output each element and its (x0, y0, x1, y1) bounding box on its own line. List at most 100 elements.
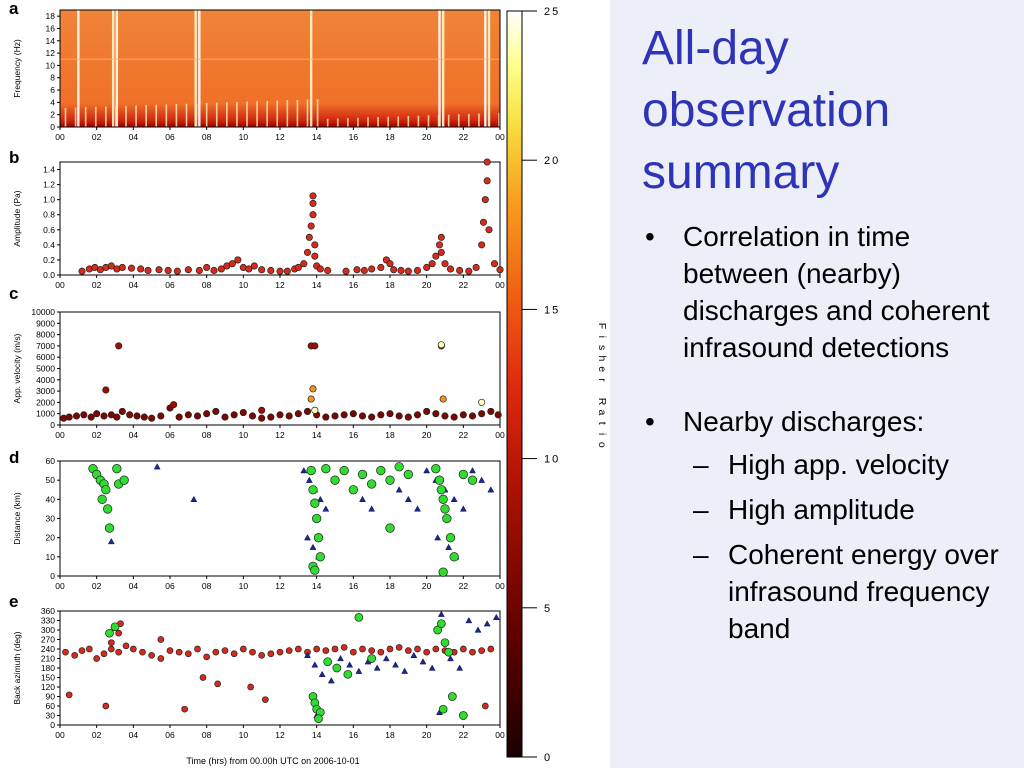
nearby-discharge-point (103, 504, 113, 514)
velocity-point (478, 410, 486, 418)
y-tick-label: 10 (46, 60, 56, 70)
x-tick-label: 04 (129, 280, 139, 290)
azimuth-detection-point (93, 655, 101, 662)
y-tick-label: 7000 (36, 341, 55, 351)
spectrogram-bright-column (487, 10, 491, 127)
panel-letter-d: d (9, 448, 19, 467)
azimuth-panel: 00 02 04 06 08 10 12 14 16 18 20 22 0003060901201501… (12, 606, 505, 740)
velocity-point (340, 411, 348, 419)
amplitude-point (144, 266, 152, 275)
colorbar-label-char: e (596, 366, 608, 372)
y-tick-label: 5000 (36, 364, 55, 374)
azimuth-detection-point (404, 647, 412, 654)
y-tick-label: 9000 (36, 318, 55, 328)
discharge-triangle (404, 495, 412, 502)
plot-frame (59, 311, 501, 426)
velocity-point (93, 410, 101, 418)
azimuth-nearby-point (447, 692, 457, 701)
nearby-discharge-point (467, 475, 478, 485)
velocity-point (432, 410, 440, 418)
azimuth-nearby-point (343, 669, 353, 679)
azimuth-discharge-triangle (437, 610, 445, 617)
x-tick-label: 22 (459, 430, 469, 440)
y-axis-label: Frequency (Hz) (12, 39, 22, 98)
sub-bullet-dash: – (693, 539, 709, 570)
azimuth-detection-point (71, 651, 79, 659)
azimuth-nearby-point (354, 612, 364, 622)
amplitude-point (309, 199, 317, 207)
x-tick-label: 18 (385, 581, 395, 591)
y-tick-label: 360 (41, 606, 55, 616)
amplitude-point (353, 266, 361, 274)
x-tick-label: 02 (92, 730, 102, 740)
velocity-point (221, 413, 229, 421)
discharge-triangle (316, 495, 324, 502)
x-tick-label: 06 (165, 730, 175, 740)
discharge-triangle (153, 463, 161, 470)
amplitude-point (283, 267, 291, 275)
spectrogram-low-band-column (145, 105, 147, 127)
colorbar-label-char: h (596, 355, 608, 361)
azimuth-discharge-triangle (401, 667, 409, 674)
azimuth-discharge-triangle (456, 664, 464, 671)
azimuth-detection-point (432, 645, 440, 653)
discharge-triangle (190, 495, 198, 502)
colorbar-gradient (506, 10, 523, 758)
x-tick-label: 00 (55, 581, 65, 591)
azimuth-detection-point (102, 702, 110, 710)
x-tick-label: 20 (422, 280, 432, 290)
azimuth-detection-point (377, 648, 385, 656)
x-tick-label: 06 (165, 132, 175, 142)
bullet-item: • Nearby discharges: – High app. velocity… (638, 403, 1018, 647)
x-tick-label: 12 (275, 581, 285, 591)
nearby-discharge-point (104, 523, 115, 533)
amplitude-point (294, 263, 302, 272)
amplitude-point (309, 192, 317, 200)
spectrogram-low-band-column (387, 116, 389, 127)
sub-bullet-item: – High amplitude (683, 491, 1018, 528)
panel-letter-a: a (9, 0, 19, 18)
colorbar-label-char: t (596, 422, 608, 425)
spectrogram-low-band-column (286, 100, 289, 127)
nearby-discharge-point (312, 513, 322, 524)
spectrogram-bright-column (198, 10, 201, 127)
amplitude-point (203, 263, 211, 272)
y-tick-label: 10 (46, 552, 56, 562)
spectrogram-low-band-column (306, 99, 309, 127)
azimuth-detection-point (423, 648, 431, 656)
amplitude-point (155, 266, 163, 274)
velocity-point (439, 395, 447, 403)
amplitude-point (456, 266, 464, 275)
nearby-discharge-point (431, 464, 441, 474)
azimuth-detection-point (340, 644, 348, 651)
nearby-discharge-point (310, 498, 320, 508)
amplitude-point (250, 262, 258, 270)
amplitude-point (118, 263, 126, 272)
azimuth-detection-point (386, 645, 394, 653)
x-tick-label: 08 (202, 280, 212, 290)
x-tick-label: 00 (495, 730, 505, 740)
spectrogram-field (60, 10, 500, 127)
x-axis-title: Time (hrs) from 00.00h UTC on 2006-10-01 (186, 756, 359, 766)
x-tick-label: 08 (202, 730, 212, 740)
sub-bullet-dash: – (693, 449, 709, 480)
amplitude-point (307, 222, 315, 230)
amplitude-point (377, 263, 385, 272)
velocity-point (303, 407, 312, 415)
azimuth-discharge-triangle (373, 664, 381, 671)
discharge-triangle (309, 543, 317, 550)
velocity-point (395, 412, 403, 420)
y-tick-label: 0 (50, 720, 55, 730)
y-tick-label: 2 (50, 110, 55, 120)
spectrogram-low-band-column (347, 118, 349, 127)
velocity-point (184, 411, 192, 419)
azimuth-detection-point (294, 645, 302, 653)
velocity-point (478, 398, 486, 406)
amplitude-point (300, 260, 308, 268)
amplitude-point (137, 265, 145, 273)
amplitude-point (428, 260, 436, 268)
discharge-triangle (478, 476, 486, 483)
amplitude-point (303, 248, 312, 256)
sub-bullet-text: High app. velocity (728, 449, 950, 480)
bullet-dot: • (645, 406, 655, 437)
